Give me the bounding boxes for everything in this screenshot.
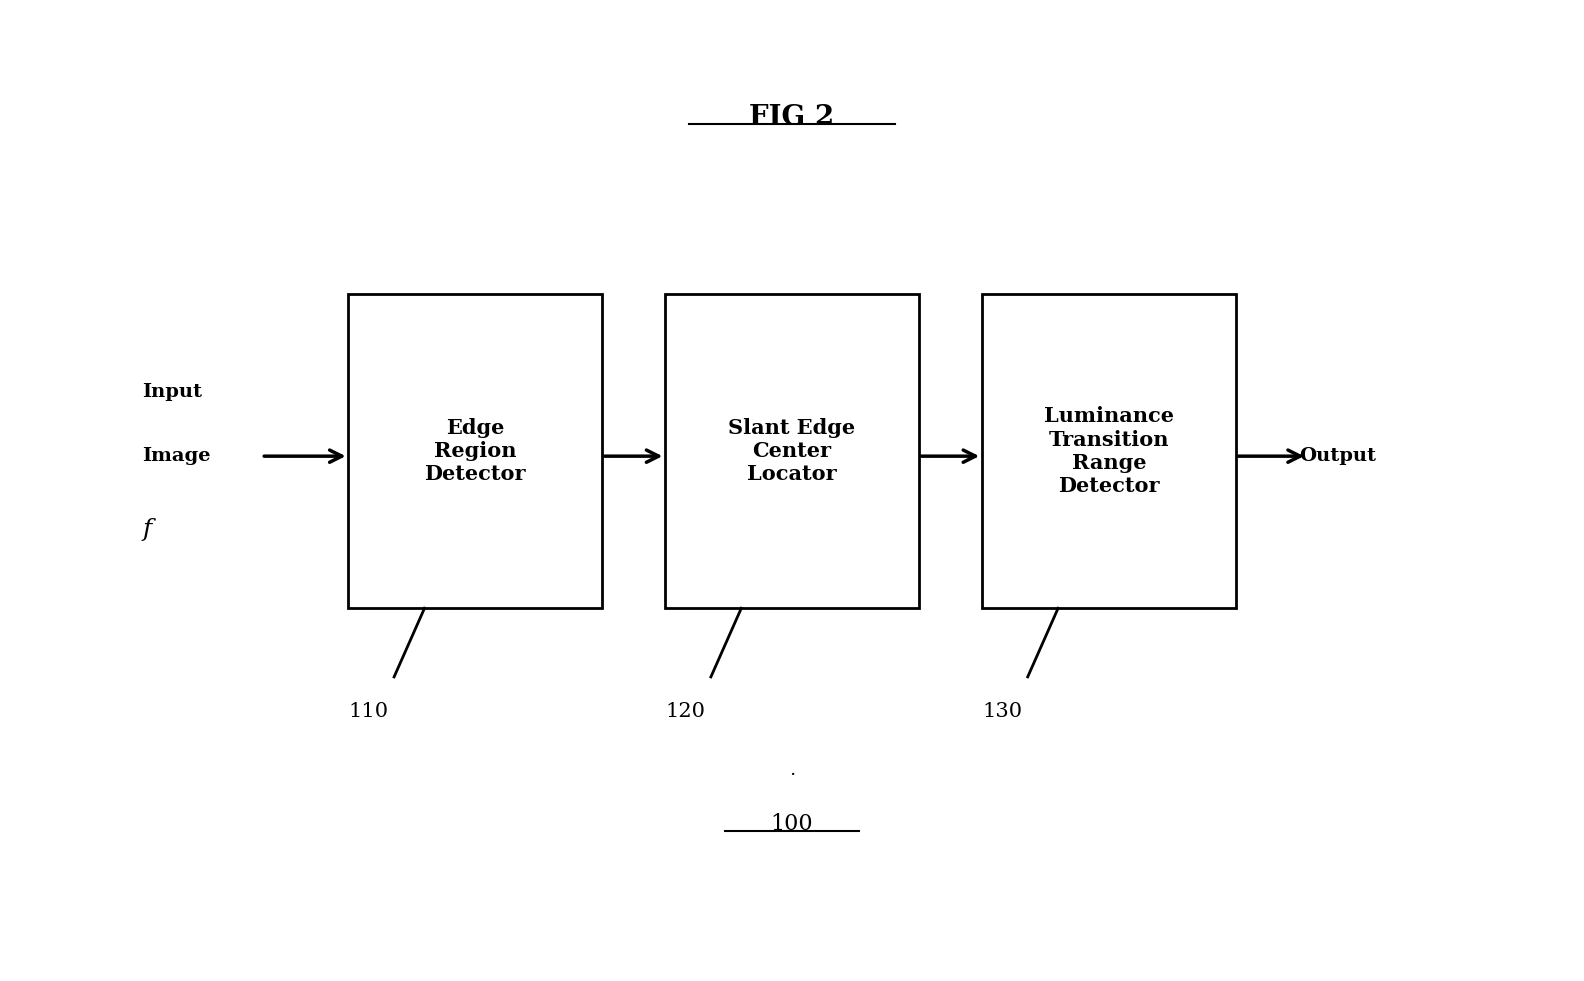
Text: 110: 110 bbox=[348, 701, 388, 721]
Text: .: . bbox=[789, 761, 795, 779]
Bar bbox=[665, 294, 919, 608]
Text: 130: 130 bbox=[982, 701, 1022, 721]
Text: 100: 100 bbox=[771, 813, 813, 835]
Text: f: f bbox=[143, 518, 152, 542]
Text: Slant Edge
Center
Locator: Slant Edge Center Locator bbox=[729, 418, 855, 485]
Text: FIG 2: FIG 2 bbox=[749, 104, 835, 131]
Bar bbox=[982, 294, 1236, 608]
Bar bbox=[348, 294, 602, 608]
Text: 120: 120 bbox=[665, 701, 705, 721]
Text: Edge
Region
Detector: Edge Region Detector bbox=[425, 418, 526, 485]
Text: Output: Output bbox=[1299, 447, 1376, 465]
Text: Input: Input bbox=[143, 384, 203, 401]
Text: Luminance
Transition
Range
Detector: Luminance Transition Range Detector bbox=[1044, 406, 1174, 496]
Text: Image: Image bbox=[143, 447, 211, 465]
